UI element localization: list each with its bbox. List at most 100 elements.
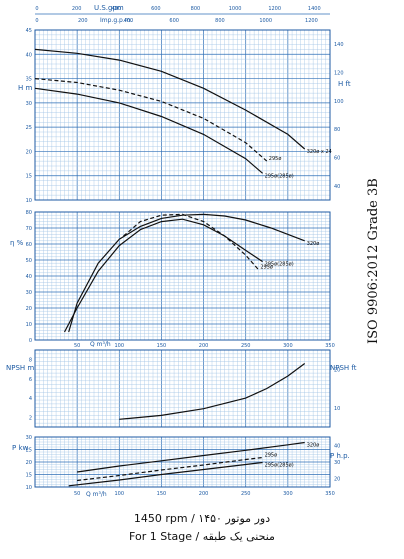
flow-tick-label-bottom: 100: [115, 491, 125, 497]
flow-tick-label-bottom: 300: [283, 491, 293, 497]
curve-power-1: [77, 456, 263, 482]
ytick-label-efficiency: 40: [26, 274, 32, 280]
usgpm-tick-label: 200: [72, 6, 82, 12]
curve-power-0: [77, 441, 305, 473]
curve-head-2: [34, 87, 263, 174]
ytick-label-power: 20: [26, 460, 32, 466]
curve-label-efficiency-2: 295ø(285ø): [265, 262, 294, 268]
panel-frames: [34, 29, 331, 488]
usgpm-tick-label: 800: [191, 6, 201, 12]
ytick-label-efficiency: 80: [26, 210, 32, 216]
ytick-right-label-npsh: 10: [334, 406, 340, 412]
curve-head-0: [34, 48, 306, 150]
flow-axis-label-bottom: Q m³/h: [86, 491, 107, 498]
impgpm-tick-label: 800: [215, 18, 225, 24]
ytick-label-head: 40: [26, 52, 32, 58]
ytick-right-label-power: 40: [334, 443, 340, 449]
ytick-label-npsh: 4: [29, 396, 32, 402]
curve-efficiency-0: [68, 213, 305, 333]
curve-layer: [34, 48, 306, 487]
impgpm-tick-label: 400: [124, 18, 134, 24]
standard-label: ISO 9906:2012 Grade 3B: [366, 178, 381, 344]
ytick-right-label-head: 100: [334, 99, 344, 105]
impgpm-tick-label: 1200: [305, 18, 318, 24]
ytick-label-head: 45: [26, 28, 32, 34]
ytick-label-npsh: 8: [29, 358, 32, 364]
curve-label-efficiency-1: 295ø: [260, 265, 273, 271]
ytick-right-label-power: 30: [334, 460, 340, 466]
ytick-label-power: 25: [26, 448, 32, 454]
panel-frame-power: [34, 436, 331, 488]
head-axis-label-right: H ft: [338, 80, 351, 88]
usgpm-tick-label: 1000: [229, 6, 242, 12]
curve-npsh-0: [119, 363, 306, 420]
flow-tick-label-mid: 50: [74, 343, 80, 349]
flow-tick-label-bottom: 200: [199, 491, 209, 497]
panel-frame-npsh: [34, 349, 331, 428]
grid-layer: [34, 13, 331, 488]
ytick-label-efficiency: 60: [26, 242, 32, 248]
ytick-label-power: 10: [26, 485, 32, 491]
ytick-label-efficiency: 20: [26, 306, 32, 312]
flow-axis-label-mid: Q m³/h: [90, 341, 111, 348]
flow-tick-label-mid: 200: [199, 343, 209, 349]
flow-tick-label-mid: 100: [115, 343, 125, 349]
ytick-label-head: 25: [26, 125, 32, 131]
usgpm-axis-label: U.S.gpm: [94, 4, 124, 12]
curve-efficiency-1: [123, 213, 259, 270]
flow-tick-label-mid: 350: [325, 343, 335, 349]
ytick-label-npsh: 6: [29, 377, 32, 383]
ytick-label-power: 15: [26, 473, 32, 479]
npsh-axis-label-right: NPSH ft: [330, 364, 357, 372]
caption-stage: For 1 Stage / منحنی یک طبقه: [129, 530, 275, 543]
head-axis-label-left: H m: [18, 84, 32, 92]
ytick-right-label-head: 120: [334, 71, 344, 77]
ytick-label-npsh: 2: [29, 415, 32, 421]
efficiency-axis-label: η %: [10, 239, 24, 247]
curve-head-1: [34, 78, 268, 162]
usgpm-tick-label: 400: [111, 6, 121, 12]
curve-label-layer: 320ø x 24295ø295ø(285ø)320ø295ø295ø(285ø…: [260, 149, 331, 469]
ytick-label-efficiency: 10: [26, 322, 32, 328]
ytick-right-label-power: 20: [334, 477, 340, 483]
ytick-label-head: 15: [26, 174, 32, 180]
impgpm-tick-label: 200: [78, 18, 88, 24]
ytick-label-power: 30: [26, 435, 32, 441]
usgpm-tick-label: 600: [151, 6, 161, 12]
caption-speed: 1450 rpm / ۱۴۵۰ دور موتور: [133, 512, 271, 525]
panel-frame-head: [34, 29, 331, 201]
flow-tick-label-bottom: 150: [157, 491, 167, 497]
curve-label-head-0: 320ø x 24: [307, 149, 332, 155]
ytick-label-efficiency: 50: [26, 258, 32, 264]
curve-label-power-0: 320ø: [307, 443, 320, 449]
power-axis-label-right: P h.p.: [330, 452, 350, 460]
power-axis-label-left: P kw: [12, 444, 29, 452]
curve-label-power-1: 295ø: [265, 453, 278, 459]
ytick-label-head: 20: [26, 149, 32, 155]
curve-label-efficiency-0: 320ø: [307, 241, 320, 247]
ytick-label-head: 35: [26, 77, 32, 83]
impgpm-axis-label: Imp.g.p.m.: [100, 17, 133, 24]
ytick-right-label-head: 60: [334, 156, 340, 162]
ytick-right-label-head: 140: [334, 42, 344, 48]
curve-label-head-2: 295ø(285ø): [265, 173, 294, 179]
usgpm-tick-label: 1400: [308, 6, 321, 12]
panel-frame-efficiency: [34, 211, 331, 341]
usgpm-tick-label: 0: [35, 6, 38, 12]
curve-power-2: [68, 461, 263, 487]
flow-tick-label-bottom: 50: [74, 491, 80, 497]
curve-label-head-1: 295ø: [269, 156, 282, 162]
tick-label-layer: 1015202530354045406080100120140010203040…: [26, 6, 344, 497]
flow-tick-label-mid: 150: [157, 343, 167, 349]
ytick-right-label-npsh: 20: [334, 367, 340, 373]
curve-label-power-2: 295ø(285ø): [265, 463, 294, 469]
npsh-axis-label-left: NPSH m: [6, 364, 34, 372]
curve-efficiency-2: [63, 218, 263, 333]
ytick-label-head: 10: [26, 198, 32, 204]
ytick-label-efficiency: 70: [26, 226, 32, 232]
impgpm-tick-label: 0: [35, 18, 38, 24]
ytick-label-efficiency: 30: [26, 290, 32, 296]
ytick-label-efficiency: 0: [29, 338, 32, 344]
impgpm-tick-label: 1000: [259, 18, 272, 24]
ytick-right-label-head: 40: [334, 184, 340, 190]
